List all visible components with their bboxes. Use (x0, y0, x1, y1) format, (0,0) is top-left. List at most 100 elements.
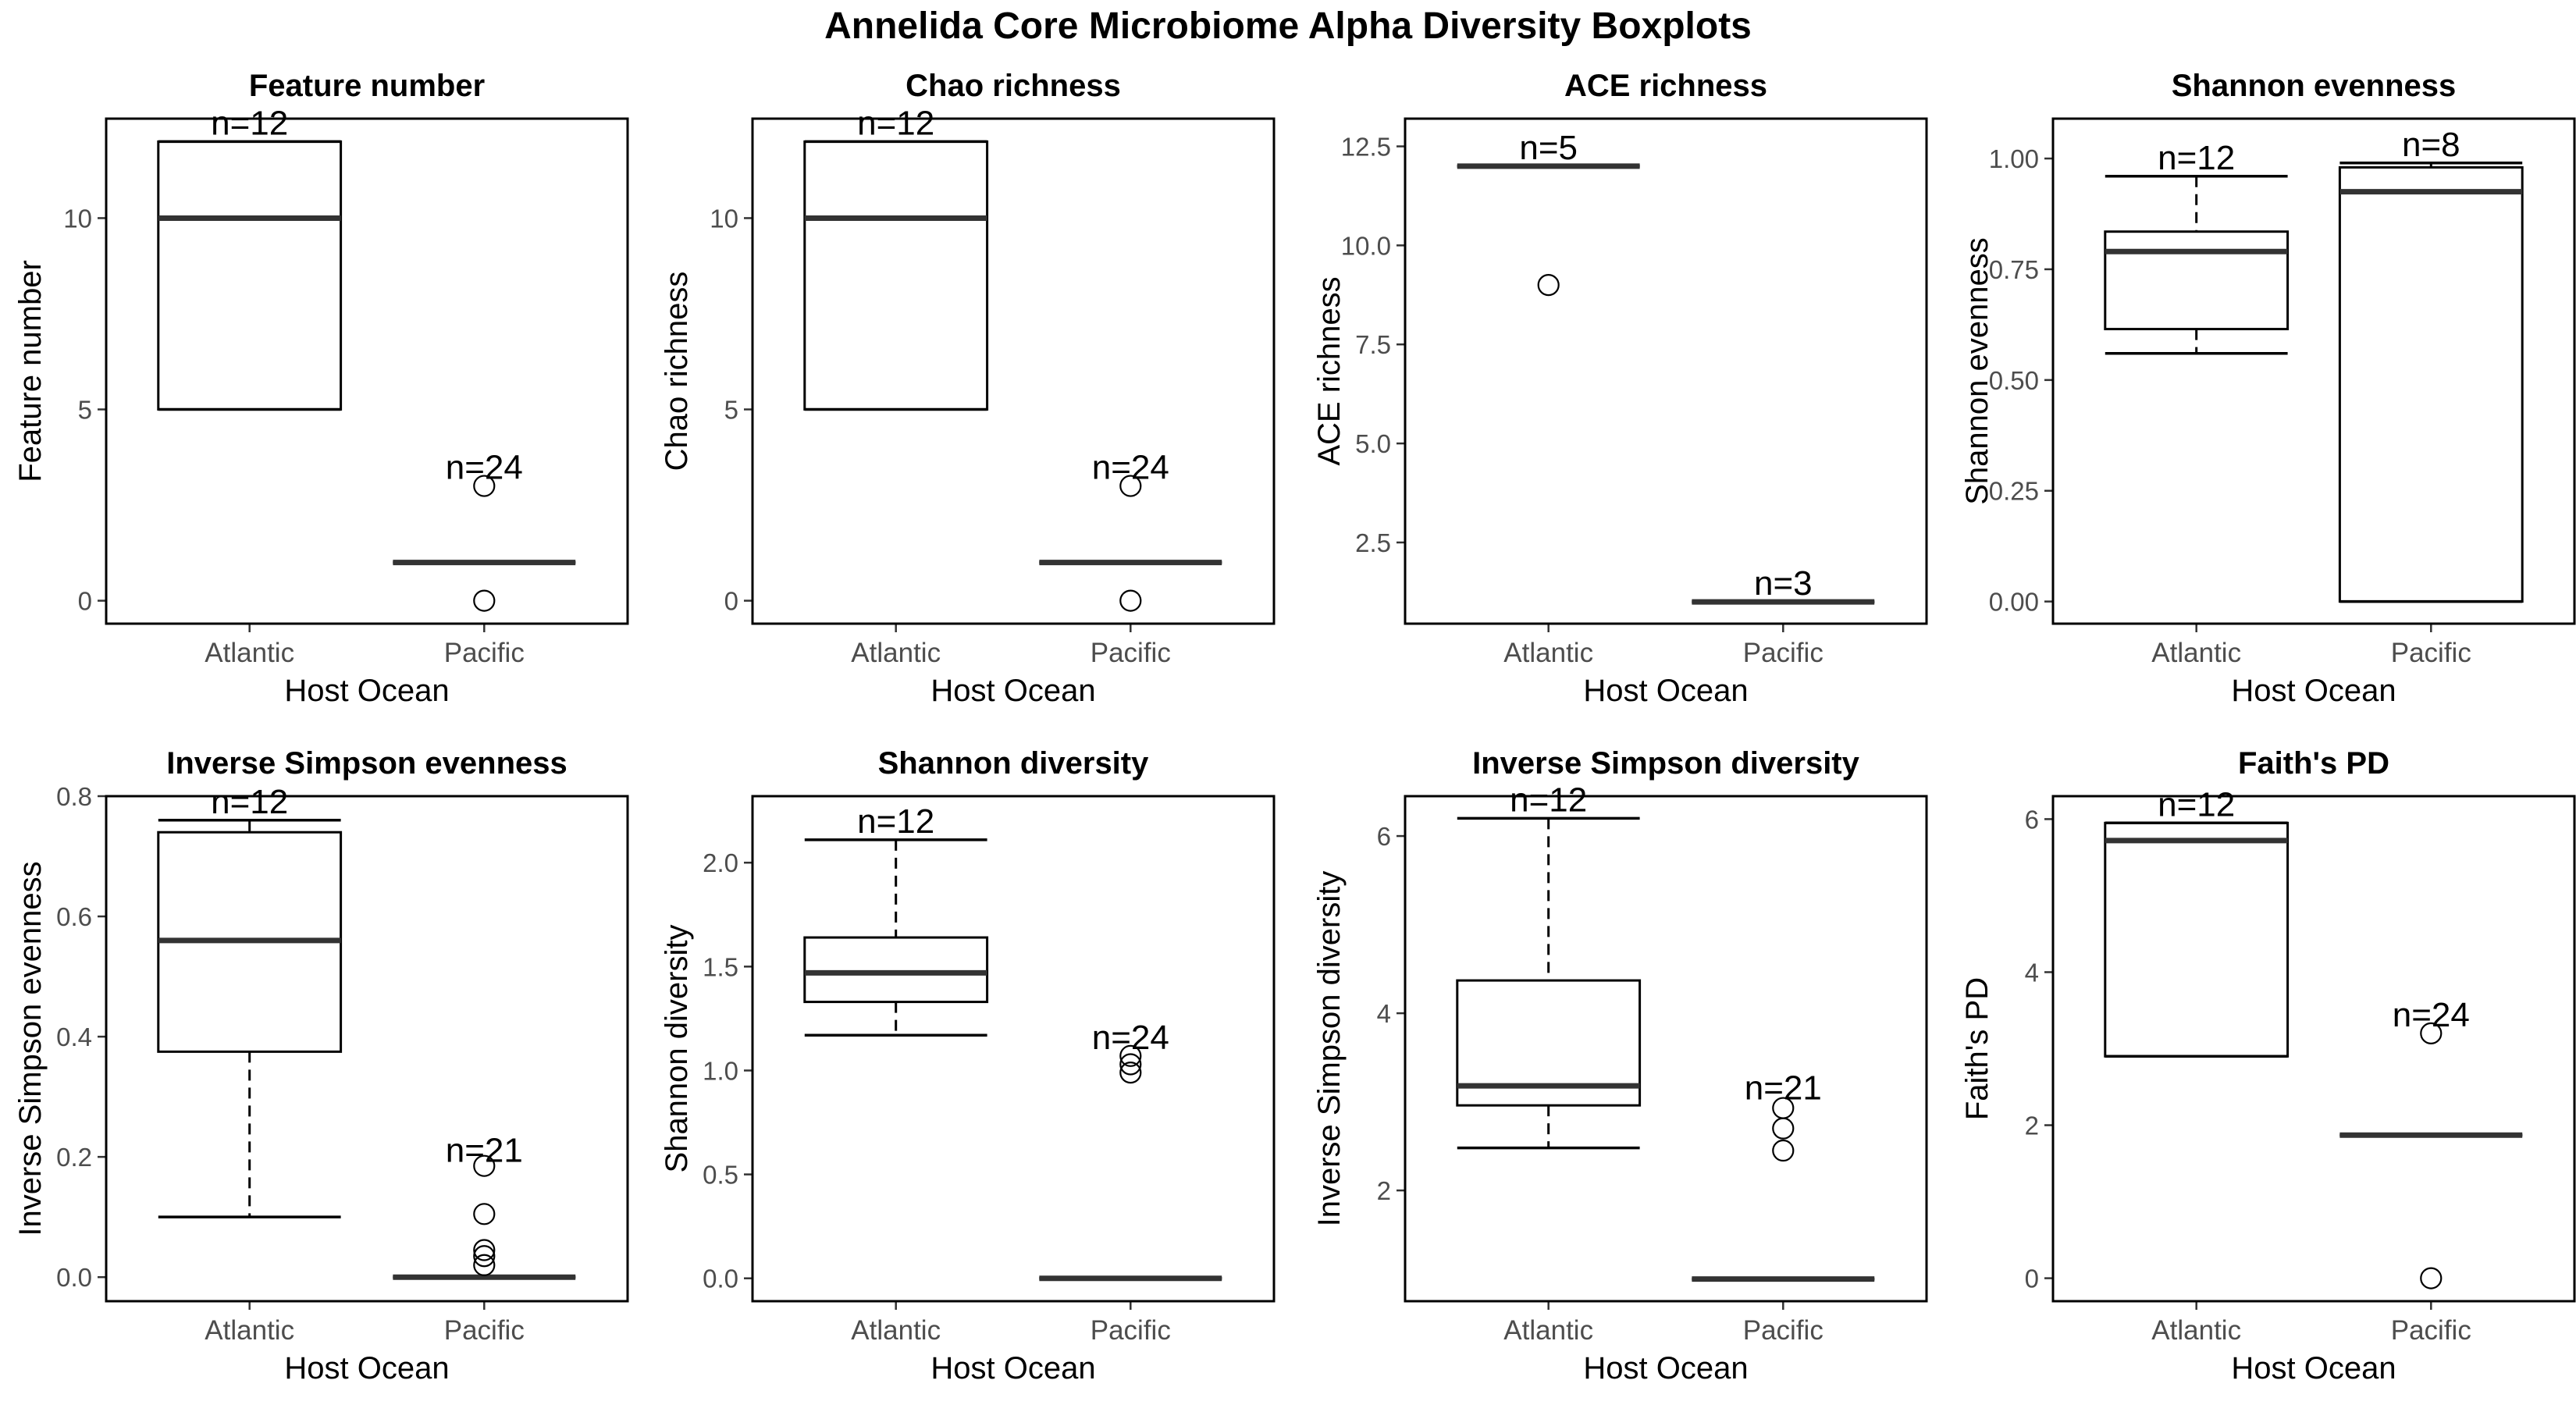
panel-title: Faith's PD (2238, 746, 2389, 781)
iqr-box (157, 140, 343, 411)
y-tick-label: 5 (78, 396, 92, 425)
n-label: n=3 (1754, 564, 1813, 603)
x-tick-label: Pacific (1743, 638, 1823, 668)
y-axis-title: Feature number (13, 260, 48, 482)
panel-border (2051, 117, 2576, 625)
x-tick-label: Atlantic (851, 1315, 941, 1346)
x-axis-title: Host Ocean (1583, 674, 1748, 708)
y-tick-label: 0 (724, 587, 738, 616)
iqr-box (2338, 165, 2524, 603)
y-tick-label: 0.6 (56, 902, 92, 931)
x-tick-label: Atlantic (851, 638, 941, 668)
box-atlantic: n=12 (803, 104, 989, 411)
n-label: n=24 (1092, 449, 1169, 487)
y-tick-label: 0 (2025, 1264, 2039, 1293)
n-label: n=8 (2402, 126, 2460, 164)
x-axis-title: Host Ocean (284, 1351, 449, 1385)
box-atlantic: n=12 (2104, 785, 2290, 1058)
panel-5: Inverse Simpson evenness 0.0 0.2 0.4 0.6 0.8 A… (13, 746, 629, 1385)
y-tick-label: 0.0 (703, 1264, 738, 1293)
box-atlantic: n=12 (803, 802, 989, 1037)
box-pacific: n=24 (1039, 1019, 1222, 1282)
y-tick-label: 1.00 (1989, 144, 2039, 173)
y-axis-title: Inverse Simpson diversity (1312, 871, 1347, 1227)
outlier-point (473, 475, 496, 497)
box-pacific: n=24 (2339, 996, 2523, 1289)
y-tick-label: 2.0 (703, 848, 738, 877)
y-tick-label: 5.0 (1355, 429, 1391, 458)
x-tick-label: Pacific (1743, 1315, 1823, 1346)
x-tick-label: Pacific (1091, 638, 1171, 668)
panel-border (2051, 795, 2576, 1303)
panel-7: Inverse Simpson diversity 2 4 6 Atlantic Paci… (1312, 746, 1928, 1385)
y-axis-title: Chao richness (660, 272, 694, 471)
x-tick-label: Pacific (1091, 1315, 1171, 1346)
iqr-box (1456, 979, 1642, 1107)
box-pacific: n=21 (1692, 1069, 1875, 1282)
outlier-point (1119, 1062, 1142, 1084)
outlier-point (473, 1254, 496, 1276)
n-label: n=21 (446, 1132, 523, 1170)
x-axis-title: Host Ocean (930, 1351, 1095, 1385)
y-tick-label: 1.5 (703, 952, 738, 981)
outlier-point (1772, 1139, 1795, 1162)
x-tick-label: Atlantic (205, 1315, 294, 1346)
n-label: n=12 (2158, 785, 2235, 823)
n-label: n=12 (857, 802, 934, 841)
x-axis-title: Host Ocean (2231, 1351, 2396, 1385)
y-tick-label: 0.4 (56, 1023, 92, 1051)
panel-4: Shannon evenness 0.00 0.25 0.50 0.75 1.00 Atla… (1960, 69, 2576, 708)
box-pacific: n=21 (393, 1132, 576, 1280)
panel-3: ACE richness 2.5 5.0 7.5 10.0 12.5 Atlantic Pac… (1312, 69, 1928, 708)
box-atlantic: n=12 (1456, 781, 1642, 1150)
figure-title: Annelida Core Microbiome Alpha Diversity… (824, 5, 1752, 47)
panel-border (1404, 795, 1928, 1303)
panel-border (751, 117, 1276, 625)
outlier-point (1119, 1053, 1142, 1076)
panel-title: ACE richness (1564, 69, 1767, 103)
y-tick-label: 2.5 (1355, 528, 1391, 557)
y-tick-label: 0.5 (703, 1161, 738, 1190)
y-tick-label: 4 (1377, 999, 1391, 1028)
panel-1: Feature number 0 5 10 Atlantic Pacific Host Oc… (13, 69, 629, 708)
outlier-point (1537, 274, 1560, 297)
x-axis-title: Host Ocean (2231, 674, 2396, 708)
n-label: n=24 (1092, 1019, 1169, 1057)
y-tick-label: 10 (63, 204, 92, 233)
y-tick-label: 10 (710, 204, 738, 233)
x-tick-label: Atlantic (2151, 638, 2241, 668)
box-atlantic: n=12 (2104, 139, 2290, 355)
outlier-point (1119, 1044, 1142, 1067)
y-tick-label: 4 (2025, 958, 2039, 987)
box-atlantic: n=12 (157, 783, 343, 1218)
x-tick-label: Atlantic (1503, 638, 1593, 668)
outlier-point (1119, 475, 1142, 497)
y-tick-label: 0.00 (1989, 588, 2039, 617)
outlier-point (473, 1203, 496, 1225)
y-tick-label: 0.2 (56, 1143, 92, 1172)
y-tick-label: 0.8 (56, 782, 92, 811)
box-pacific: n=24 (1039, 449, 1222, 612)
x-axis-title: Host Ocean (930, 674, 1095, 708)
n-label: n=12 (1510, 781, 1587, 819)
outlier-point (2420, 1267, 2443, 1289)
x-tick-label: Pacific (444, 638, 525, 668)
x-tick-label: Pacific (2391, 1315, 2471, 1346)
y-axis-title: ACE richness (1312, 276, 1347, 465)
n-label: n=5 (1519, 129, 1578, 167)
n-label: n=12 (857, 104, 934, 142)
iqr-box (2104, 230, 2290, 331)
y-tick-label: 0.50 (1989, 366, 2039, 395)
box-pacific: n=3 (1692, 564, 1875, 605)
panel-border (1404, 117, 1928, 625)
y-tick-label: 2 (2025, 1112, 2039, 1140)
box-atlantic: n=5 (1457, 129, 1640, 297)
box-atlantic: n=12 (157, 104, 343, 411)
panel-6: Shannon diversity 0.0 0.5 1.0 1.5 2.0 Atlantic… (660, 746, 1276, 1385)
y-tick-label: 1.0 (703, 1056, 738, 1085)
y-axis-title: Shannon evenness (1960, 237, 1994, 505)
y-tick-label: 12.5 (1341, 133, 1391, 162)
x-tick-label: Atlantic (2151, 1315, 2241, 1346)
panel-border (105, 795, 629, 1303)
y-tick-label: 0.0 (56, 1263, 92, 1292)
